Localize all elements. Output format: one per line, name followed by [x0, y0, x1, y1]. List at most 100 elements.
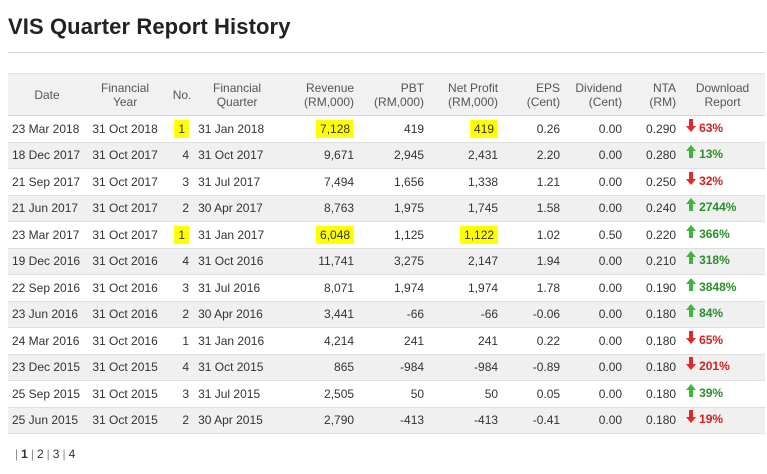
cell-date: 18 Dec 2017 — [8, 142, 83, 169]
col-header-revenue[interactable]: Revenue (RM,000) — [276, 73, 359, 116]
cell-pbt: 3,275 — [358, 248, 429, 275]
table-row: 18 Dec 2017 31 Oct 2017 4 31 Oct 2017 9,671 2… — [8, 142, 765, 169]
cell-revenue: 3,441 — [276, 301, 359, 328]
change-percent[interactable]: 19% — [699, 412, 724, 427]
pager-separator: | — [62, 447, 66, 461]
cell-download-report[interactable]: 63% — [680, 115, 765, 143]
cell-date: 22 Sep 2016 — [8, 274, 83, 302]
table-row: 21 Jun 2017 31 Oct 2017 2 30 Apr 2017 8,763 1… — [8, 195, 765, 222]
cell-download-report[interactable]: 32% — [680, 168, 765, 196]
cell-financial-year: 31 Oct 2017 — [82, 221, 169, 249]
col-header-dividend[interactable]: Dividend (Cent) — [566, 73, 627, 116]
cell-download-report[interactable]: 201% — [680, 354, 765, 381]
cell-revenue: 7,494 — [276, 168, 359, 196]
cell-download-report[interactable]: 39% — [680, 380, 765, 408]
change-percent[interactable]: 2744% — [699, 200, 737, 215]
col-header-no[interactable]: No. — [168, 73, 197, 116]
arrow-down-icon — [686, 410, 697, 426]
cell-dividend: 0.00 — [566, 248, 627, 275]
cell-eps: 1.78 — [508, 274, 567, 302]
change-percent[interactable]: 39% — [699, 385, 724, 400]
col-header-nta[interactable]: NTA (RM) — [626, 73, 681, 116]
cell-download-report[interactable]: 13% — [680, 142, 765, 169]
col-header-pbt[interactable]: PBT (RM,000) — [358, 73, 429, 116]
cell-financial-year: 31 Oct 2017 — [82, 142, 169, 169]
cell-financial-quarter: 30 Apr 2015 — [196, 407, 277, 434]
highlight-mark: 7,128 — [316, 119, 355, 138]
pagination: | 1 | 2 | 3 | 4 — [12, 447, 75, 461]
page-link-3[interactable]: 3 — [52, 447, 60, 461]
col-header-date[interactable]: Date — [8, 73, 83, 116]
cell-revenue: 4,214 — [276, 327, 359, 355]
cell-dividend: 0.00 — [566, 195, 627, 222]
cell-financial-quarter: 31 Jul 2015 — [196, 380, 277, 408]
change-percent[interactable]: 32% — [699, 173, 724, 188]
change-percent[interactable]: 366% — [699, 226, 730, 241]
cell-financial-year: 31 Oct 2016 — [82, 274, 169, 302]
cell-date: 25 Sep 2015 — [8, 380, 83, 408]
cell-download-report[interactable]: 84% — [680, 301, 765, 328]
table-row: 25 Jun 2015 31 Oct 2015 2 30 Apr 2015 2,790-… — [8, 407, 765, 434]
cell-financial-quarter: 31 Oct 2017 — [196, 142, 277, 169]
cell-download-report[interactable]: 19% — [680, 407, 765, 434]
arrow-up-icon — [686, 251, 697, 267]
cell-date: 23 Jun 2016 — [8, 301, 83, 328]
cell-pbt: 1,974 — [358, 274, 429, 302]
cell-financial-year: 31 Oct 2015 — [82, 380, 169, 408]
cell-pbt: 1,975 — [358, 195, 429, 222]
cell-eps: -0.89 — [508, 354, 567, 381]
cell-net-profit: 50 — [428, 380, 509, 408]
table-row: 23 Mar 2017 31 Oct 2017 1 31 Jan 2017 6,048 1… — [8, 221, 765, 249]
quarter-report-table: Date Financial Year No. Financial Quarter … — [8, 73, 765, 434]
pager-separator: | — [46, 447, 50, 461]
col-header-download-report[interactable]: Download Report — [680, 73, 765, 116]
cell-financial-quarter: 31 Jan 2016 — [196, 327, 277, 355]
cell-financial-year: 31 Oct 2016 — [82, 301, 169, 328]
cell-eps: 1.21 — [508, 168, 567, 196]
cell-net-profit: -984 — [428, 354, 509, 381]
col-header-net-profit[interactable]: Net Profit (RM,000) — [428, 73, 509, 116]
cell-nta: 0.180 — [626, 407, 681, 434]
cell-no: 2 — [168, 301, 197, 328]
page-link-4[interactable]: 4 — [68, 447, 76, 461]
table-row: 23 Mar 2018 31 Oct 2018 1 31 Jan 2018 7,128 4… — [8, 115, 765, 143]
cell-financial-quarter: 31 Jul 2017 — [196, 168, 277, 196]
cell-dividend: 0.00 — [566, 274, 627, 302]
cell-download-report[interactable]: 366% — [680, 221, 765, 249]
cell-download-report[interactable]: 2744% — [680, 195, 765, 222]
cell-dividend: 0.00 — [566, 301, 627, 328]
cell-revenue: 6,048 — [276, 221, 359, 249]
cell-download-report[interactable]: 3848% — [680, 274, 765, 302]
col-header-eps[interactable]: EPS (Cent) — [508, 73, 567, 116]
page-link-2[interactable]: 2 — [36, 447, 44, 461]
cell-no: 1 — [168, 327, 197, 355]
cell-revenue: 11,741 — [276, 248, 359, 275]
change-percent[interactable]: 63% — [699, 120, 724, 135]
change-percent[interactable]: 318% — [699, 253, 730, 268]
cell-nta: 0.180 — [626, 327, 681, 355]
table-body: 23 Mar 2018 31 Oct 2018 1 31 Jan 2018 7,128 4… — [8, 115, 765, 434]
change-percent[interactable]: 201% — [699, 359, 730, 374]
cell-financial-quarter: 31 Oct 2015 — [196, 354, 277, 381]
pager-separator: | — [30, 447, 34, 461]
cell-download-report[interactable]: 65% — [680, 327, 765, 355]
cell-net-profit: 2,431 — [428, 142, 509, 169]
cell-download-report[interactable]: 318% — [680, 248, 765, 275]
col-header-financial-year[interactable]: Financial Year — [82, 73, 169, 116]
cell-financial-quarter: 31 Jan 2017 — [196, 221, 277, 249]
change-percent[interactable]: 13% — [699, 147, 724, 162]
cell-eps: 1.58 — [508, 195, 567, 222]
cell-nta: 0.180 — [626, 354, 681, 381]
page-link-1[interactable]: 1 — [21, 447, 28, 461]
cell-net-profit: 1,338 — [428, 168, 509, 196]
title-divider — [8, 52, 765, 53]
change-percent[interactable]: 65% — [699, 332, 724, 347]
cell-pbt: 1,125 — [358, 221, 429, 249]
change-percent[interactable]: 84% — [699, 306, 724, 321]
table-header-row: Date Financial Year No. Financial Quarter … — [8, 73, 765, 116]
col-header-financial-quarter[interactable]: Financial Quarter — [196, 73, 277, 116]
change-percent[interactable]: 3848% — [699, 279, 737, 294]
arrow-up-icon — [686, 224, 697, 241]
cell-net-profit: -66 — [428, 301, 509, 328]
cell-net-profit: 1,122 — [428, 221, 509, 249]
